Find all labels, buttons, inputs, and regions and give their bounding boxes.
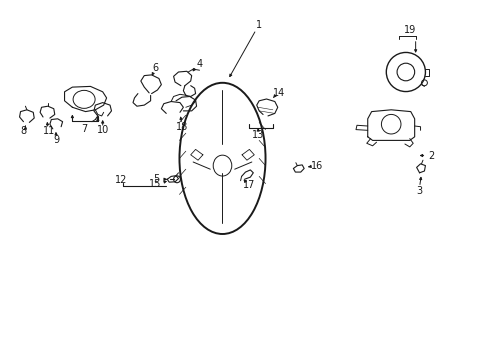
Text: 17: 17 [243, 180, 255, 190]
Text: 9: 9 [53, 135, 59, 145]
Text: 4: 4 [196, 59, 202, 69]
Text: 3: 3 [416, 186, 422, 196]
Text: 5: 5 [153, 174, 159, 184]
Text: 12: 12 [115, 175, 127, 185]
Text: 8: 8 [20, 126, 26, 136]
Text: 7: 7 [81, 124, 87, 134]
Text: 19: 19 [403, 25, 415, 35]
Text: 15: 15 [149, 179, 162, 189]
Text: 6: 6 [152, 63, 158, 73]
Text: 2: 2 [427, 150, 433, 161]
Text: 14: 14 [272, 88, 285, 98]
Text: 1: 1 [256, 20, 262, 30]
Text: 16: 16 [310, 161, 323, 171]
Text: 10: 10 [96, 125, 109, 135]
Text: 13: 13 [251, 130, 264, 140]
Text: 18: 18 [175, 122, 188, 132]
Text: 11: 11 [42, 126, 55, 136]
